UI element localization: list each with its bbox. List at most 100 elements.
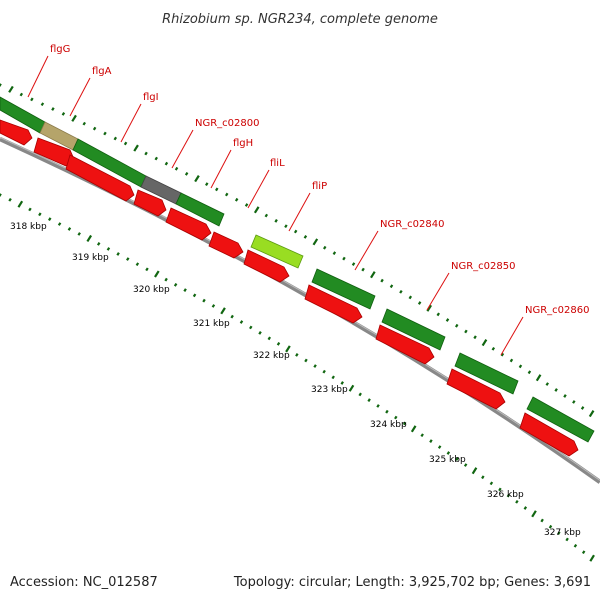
tick-mark: [57, 222, 62, 226]
gene-reverse-6[interactable]: [208, 231, 244, 259]
tick-mark: [96, 242, 101, 246]
tick-mark: [389, 284, 394, 289]
tick-mark: [399, 289, 403, 294]
gene-label-leader: [69, 77, 91, 117]
tick-mark: [19, 92, 24, 97]
tick-mark: [303, 235, 308, 239]
gene-label[interactable]: flgA: [92, 66, 112, 77]
gene-label[interactable]: flgI: [143, 92, 159, 103]
kbp-tick-label: 318 kbp: [10, 222, 47, 232]
gene-forward-flgH[interactable]: [175, 192, 225, 227]
kbp-tick-label: 321 kbp: [193, 319, 230, 329]
tick-mark: [426, 304, 433, 312]
gene-reverse-3[interactable]: [65, 154, 135, 202]
forward-gene-track: [0, 96, 595, 443]
tick-mark: [8, 85, 14, 93]
tick-mark: [211, 304, 216, 308]
kbp-tick-label: 327 kbp: [544, 528, 581, 538]
gene-label-leader: [120, 103, 142, 143]
gene-reverse-7[interactable]: [243, 249, 290, 283]
tick-mark: [103, 131, 107, 136]
gene-reverse-10[interactable]: [446, 368, 506, 410]
tick-mark: [51, 107, 55, 111]
tick-mark: [563, 394, 567, 398]
tick-mark: [194, 175, 200, 183]
tick-mark: [164, 277, 168, 282]
gene-label[interactable]: flgG: [50, 44, 70, 55]
gene-label-leader: [27, 55, 49, 98]
tick-layer: [0, 83, 595, 562]
tick-mark: [323, 245, 327, 250]
tick-mark: [581, 550, 586, 555]
gene-reverse-11[interactable]: [519, 412, 579, 457]
tick-mark: [239, 320, 244, 324]
tick-mark: [420, 433, 424, 438]
tick-mark: [202, 298, 206, 303]
tick-mark: [340, 381, 344, 385]
tick-mark: [17, 200, 24, 208]
tick-mark: [342, 256, 346, 261]
gene-reverse-4[interactable]: [133, 189, 167, 217]
tick-mark: [548, 524, 553, 529]
tick-mark: [322, 369, 326, 374]
tick-mark: [126, 257, 130, 261]
kbp-tick-label: 322 kbp: [253, 351, 290, 361]
tick-mark: [489, 481, 494, 486]
gene-label-leader: [247, 169, 270, 209]
tick-mark: [205, 182, 209, 187]
tick-mark: [215, 187, 219, 192]
tick-mark: [545, 382, 549, 386]
tick-mark: [253, 206, 260, 214]
tick-mark: [408, 295, 413, 300]
kbp-tick-label: 323 kbp: [311, 385, 348, 395]
gene-reverse-1[interactable]: [0, 119, 33, 146]
tick-mark: [154, 270, 160, 278]
tick-mark: [540, 518, 544, 523]
tick-mark: [473, 335, 477, 340]
tick-mark: [264, 213, 269, 218]
gene-label[interactable]: NGR_c02860: [525, 305, 590, 316]
gene-label[interactable]: NGR_c02840: [380, 219, 445, 230]
tick-mark: [358, 392, 362, 397]
gene-label-leader: [288, 192, 311, 232]
gene-label[interactable]: fliP: [312, 181, 327, 192]
tick-mark: [173, 282, 178, 287]
gene-label[interactable]: NGR_c02850: [451, 261, 516, 272]
tick-mark: [481, 339, 488, 347]
tick-mark: [184, 172, 189, 176]
gene-label[interactable]: flgH: [233, 138, 253, 149]
gene-reverse-9[interactable]: [375, 324, 435, 365]
tick-mark: [244, 203, 249, 207]
tick-mark: [304, 358, 308, 363]
tick-mark: [28, 207, 32, 212]
tick-mark: [40, 102, 45, 107]
gene-forward-NGR_c02850[interactable]: [381, 308, 446, 351]
tick-mark: [48, 217, 52, 222]
tick-mark: [367, 398, 371, 403]
gene-forward-last[interactable]: [526, 396, 595, 443]
tick-mark: [523, 506, 528, 510]
tick-mark: [557, 531, 561, 535]
tick-mark: [463, 463, 468, 467]
tick-mark: [573, 543, 578, 548]
gene-label[interactable]: fliL: [270, 158, 285, 169]
tick-mark: [116, 252, 120, 256]
gene-forward-fliP[interactable]: [250, 234, 304, 269]
gene-label[interactable]: NGR_c02800: [195, 118, 260, 129]
kbp-tick-label: 319 kbp: [72, 253, 109, 263]
tick-mark: [145, 267, 149, 272]
tick-mark: [276, 341, 281, 346]
tick-mark: [82, 121, 86, 126]
gene-reverse-8[interactable]: [304, 284, 363, 324]
tick-mark: [348, 384, 355, 392]
tick-mark: [144, 151, 148, 156]
tick-mark: [113, 136, 118, 141]
tick-mark: [445, 318, 450, 322]
tick-mark: [498, 487, 502, 492]
gene-forward-NGR_c02840[interactable]: [311, 268, 376, 310]
gene-reverse-5[interactable]: [165, 207, 212, 241]
tick-mark: [509, 358, 514, 363]
gene-forward-NGR_c02860[interactable]: [454, 352, 519, 395]
tick-mark: [174, 166, 179, 171]
tick-mark: [164, 161, 169, 166]
